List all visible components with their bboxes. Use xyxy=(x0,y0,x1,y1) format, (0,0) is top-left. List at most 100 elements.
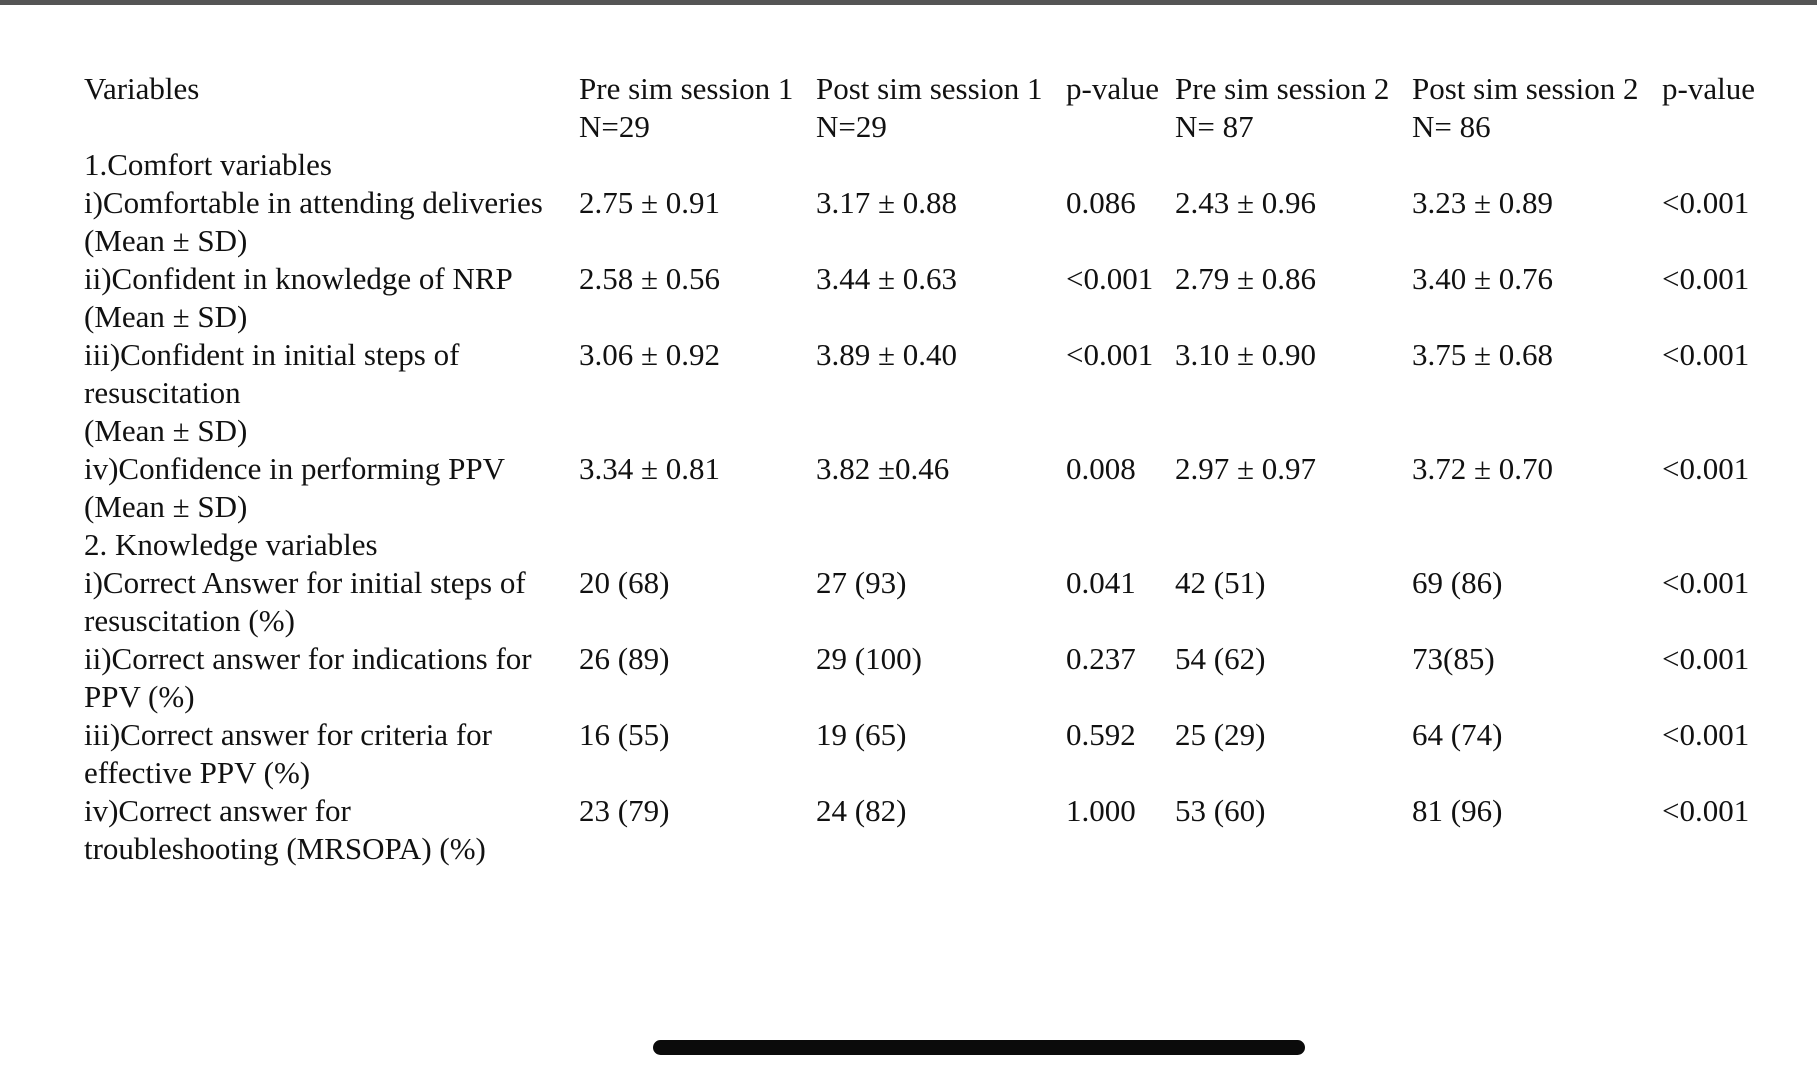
variable-label-line: (Mean ± SD) xyxy=(84,299,248,334)
p-value-1: 0.008 xyxy=(1066,451,1136,486)
p-value-2: <0.001 xyxy=(1662,565,1750,600)
p-value-2: <0.001 xyxy=(1662,793,1750,828)
pre-session-1-value: 20 (68) xyxy=(579,565,670,600)
table-row: iv)Correct answer for troubleshooting (MR… xyxy=(84,792,1772,868)
home-indicator-bar[interactable] xyxy=(653,1040,1305,1055)
variable-label-line: ii)Correct answer for indications for xyxy=(84,641,532,676)
variable-label-line: resuscitation (%) xyxy=(84,603,295,638)
variable-label: iii)Correct answer for criteria for effec… xyxy=(84,716,579,792)
pre-session-2-value: 2.97 ± 0.97 xyxy=(1175,451,1317,486)
variable-label: ii)Confident in knowledge of NRP (Mean ± … xyxy=(84,260,579,336)
post-session-2-value: 3.75 ± 0.68 xyxy=(1412,337,1554,372)
variable-label-line: i)Comfortable in attending deliveries xyxy=(84,185,543,220)
pre-session-1-value: 26 (89) xyxy=(579,641,670,676)
p-value-2: <0.001 xyxy=(1662,337,1750,372)
pre-session-2-value: 3.10 ± 0.90 xyxy=(1175,337,1317,372)
p-value-1: 0.086 xyxy=(1066,185,1136,220)
p-value-2: <0.001 xyxy=(1662,717,1750,752)
pre-session-2-value: 42 (51) xyxy=(1175,565,1266,600)
post-session-1-value: 3.17 ± 0.88 xyxy=(816,185,958,220)
pre-session-2-value: 54 (62) xyxy=(1175,641,1266,676)
variable-label-line: (Mean ± SD) xyxy=(84,489,248,524)
results-table: Variables Pre sim session 1 N=29 Post sim… xyxy=(84,70,1772,868)
pre-session-1-value: 3.34 ± 0.81 xyxy=(579,451,721,486)
header-pre-session-2: Pre sim session 2 N= 87 xyxy=(1175,70,1412,146)
variable-label-line: iii)Correct answer for criteria for xyxy=(84,717,492,752)
variable-label-line: resuscitation xyxy=(84,375,241,410)
pre-session-2-value: 2.43 ± 0.96 xyxy=(1175,185,1317,220)
variable-label-line: iv)Correct answer for xyxy=(84,793,351,828)
post-session-2-value: 3.23 ± 0.89 xyxy=(1412,185,1554,220)
header-line: Variables xyxy=(84,71,200,106)
variable-label: iv)Correct answer for troubleshooting (MR… xyxy=(84,792,579,868)
header-variables: Variables xyxy=(84,70,579,146)
variable-label-line: i)Correct Answer for initial steps of xyxy=(84,565,526,600)
post-session-2-value: 81 (96) xyxy=(1412,793,1503,828)
post-session-1-value: 3.89 ± 0.40 xyxy=(816,337,958,372)
pre-session-1-value: 2.75 ± 0.91 xyxy=(579,185,721,220)
pre-session-2-value: 25 (29) xyxy=(1175,717,1266,752)
p-value-2: <0.001 xyxy=(1662,261,1750,296)
pre-session-1-value: 2.58 ± 0.56 xyxy=(579,261,721,296)
variable-label-line: iii)Confident in initial steps of xyxy=(84,337,460,372)
variable-label: ii)Correct answer for indications for PPV… xyxy=(84,640,579,716)
p-value-2: <0.001 xyxy=(1662,641,1750,676)
p-value-2: <0.001 xyxy=(1662,185,1750,220)
table-document: Variables Pre sim session 1 N=29 Post sim… xyxy=(84,70,1772,868)
table-header-row: Variables Pre sim session 1 N=29 Post sim… xyxy=(84,70,1772,146)
section-heading-row: 1.Comfort variables xyxy=(84,146,1772,184)
post-session-1-value: 3.44 ± 0.63 xyxy=(816,261,958,296)
section-heading-row: 2. Knowledge variables xyxy=(84,526,1772,564)
header-post-session-1: Post sim session 1 N=29 xyxy=(816,70,1066,146)
table-row: i)Comfortable in attending deliveries (Me… xyxy=(84,184,1772,260)
header-line: N= 87 xyxy=(1175,109,1254,144)
header-post-session-2: Post sim session 2 N= 86 xyxy=(1412,70,1662,146)
post-session-1-value: 24 (82) xyxy=(816,793,907,828)
variable-label-line: troubleshooting (MRSOPA) (%) xyxy=(84,831,486,866)
table-row: iii)Correct answer for criteria for effec… xyxy=(84,716,1772,792)
pre-session-2-value: 2.79 ± 0.86 xyxy=(1175,261,1317,296)
variable-label: iv)Confidence in performing PPV (Mean ± S… xyxy=(84,450,579,526)
table-row: iv)Confidence in performing PPV (Mean ± S… xyxy=(84,450,1772,526)
header-line: Post sim session 1 xyxy=(816,71,1043,106)
header-pre-session-1: Pre sim session 1 N=29 xyxy=(579,70,816,146)
p-value-1: 1.000 xyxy=(1066,793,1136,828)
p-value-1: 0.237 xyxy=(1066,641,1136,676)
post-session-1-value: 29 (100) xyxy=(816,641,922,676)
p-value-1: <0.001 xyxy=(1066,261,1154,296)
header-line: Pre sim session 1 xyxy=(579,71,794,106)
post-session-2-value: 3.40 ± 0.76 xyxy=(1412,261,1554,296)
header-line: N= 86 xyxy=(1412,109,1491,144)
pre-session-1-value: 16 (55) xyxy=(579,717,670,752)
header-line: p-value xyxy=(1662,71,1755,106)
table-row: i)Correct Answer for initial steps of res… xyxy=(84,564,1772,640)
p-value-2: <0.001 xyxy=(1662,451,1750,486)
pre-session-1-value: 3.06 ± 0.92 xyxy=(579,337,721,372)
variable-label-line: ii)Confident in knowledge of NRP xyxy=(84,261,513,296)
post-session-2-value: 3.72 ± 0.70 xyxy=(1412,451,1554,486)
post-session-2-value: 73(85) xyxy=(1412,641,1495,676)
post-session-2-value: 64 (74) xyxy=(1412,717,1503,752)
header-p-value-2: p-value xyxy=(1662,70,1772,146)
section-title: 1.Comfort variables xyxy=(84,147,332,182)
post-session-1-value: 27 (93) xyxy=(816,565,907,600)
post-session-1-value: 19 (65) xyxy=(816,717,907,752)
header-line: Post sim session 2 xyxy=(1412,71,1639,106)
header-line: p-value xyxy=(1066,71,1159,106)
variable-label-line: PPV (%) xyxy=(84,679,195,714)
pre-session-2-value: 53 (60) xyxy=(1175,793,1266,828)
p-value-1: <0.001 xyxy=(1066,337,1154,372)
variable-label: i)Comfortable in attending deliveries (Me… xyxy=(84,184,579,260)
top-edge-bar xyxy=(0,0,1817,5)
variable-label: iii)Confident in initial steps of resusci… xyxy=(84,336,579,450)
header-p-value-1: p-value xyxy=(1066,70,1175,146)
variable-label: i)Correct Answer for initial steps of res… xyxy=(84,564,579,640)
variable-label-line: (Mean ± SD) xyxy=(84,413,248,448)
post-session-2-value: 69 (86) xyxy=(1412,565,1503,600)
variable-label-line: iv)Confidence in performing PPV xyxy=(84,451,506,486)
section-title: 2. Knowledge variables xyxy=(84,527,378,562)
header-line: Pre sim session 2 xyxy=(1175,71,1390,106)
pre-session-1-value: 23 (79) xyxy=(579,793,670,828)
table-row: ii)Correct answer for indications for PPV… xyxy=(84,640,1772,716)
p-value-1: 0.041 xyxy=(1066,565,1136,600)
